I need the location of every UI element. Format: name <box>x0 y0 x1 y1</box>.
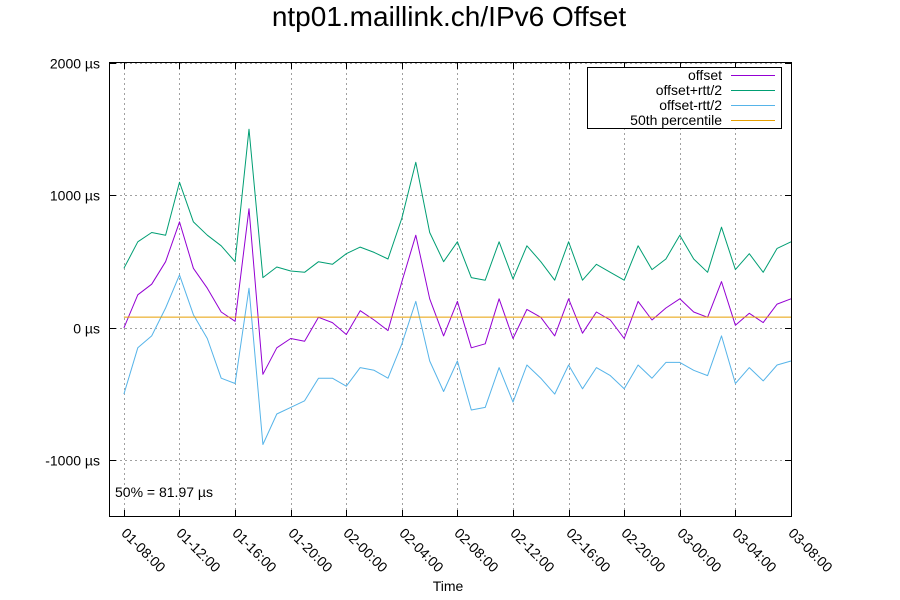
x-axis-label: Time <box>433 578 464 594</box>
x-tick-label: 02-00:00 <box>340 525 391 576</box>
x-tick-label: 03-04:00 <box>729 525 780 576</box>
x-tick-label: 03-08:00 <box>785 525 836 576</box>
legend-box <box>587 67 782 129</box>
series-line-offset <box>123 208 792 375</box>
x-tick-label: 03-00:00 <box>674 525 725 576</box>
y-tick-label: -1000 µs <box>45 453 100 469</box>
legend-label: offset-rtt/2 <box>659 97 722 113</box>
x-tick-label: 01-12:00 <box>173 525 224 576</box>
x-axis-ticks: 01-08:00 01-12:00 01-16:00 01-20:00 02-00:00… <box>118 63 836 575</box>
x-tick-label: 02-08:00 <box>451 525 502 576</box>
median-annotation: 50% = 81.97 µs <box>115 484 213 500</box>
x-tick-label: 01-08:00 <box>118 525 169 576</box>
chart-title: ntp01.maillink.ch/IPv6 Offset <box>272 1 627 32</box>
x-tick-label: 01-16:00 <box>229 525 280 576</box>
y-tick-label: 1000 µs <box>50 188 100 204</box>
x-tick-label: 02-20:00 <box>618 525 669 576</box>
grid-layer <box>110 63 792 516</box>
series-line-offset-rtt-2 <box>123 128 792 281</box>
legend-label: 50th percentile <box>630 112 722 128</box>
x-tick-label: 02-16:00 <box>563 525 614 576</box>
series-layer <box>123 128 792 445</box>
x-tick-label: 02-04:00 <box>396 525 447 576</box>
plot-frame <box>109 62 792 517</box>
x-tick-label: 01-20:00 <box>285 525 336 576</box>
series-line-offset-rtt-2 <box>123 274 792 445</box>
x-tick-label: 02-12:00 <box>507 525 558 576</box>
legend-label: offset <box>688 67 722 83</box>
legend-label: offset+rtt/2 <box>656 82 722 98</box>
y-axis-ticks: 2000 µs 1000 µs 0 µs -1000 µs <box>45 56 791 469</box>
y-tick-label: 2000 µs <box>50 56 100 72</box>
y-tick-label: 0 µs <box>73 321 100 337</box>
